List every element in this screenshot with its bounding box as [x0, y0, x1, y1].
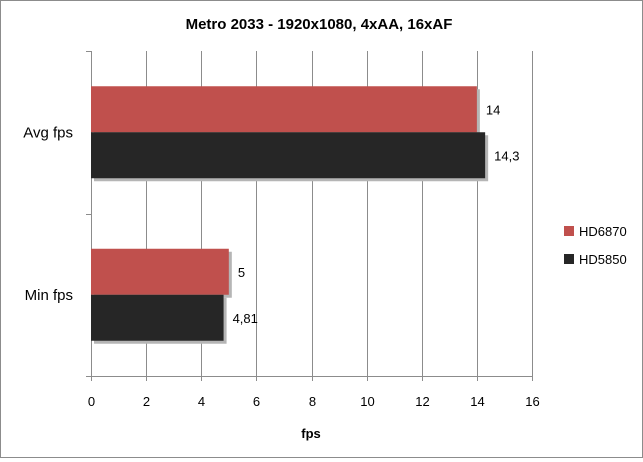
data-label-1-1: 4,81 [233, 311, 258, 326]
x-tick-label-8: 16 [525, 394, 539, 409]
legend-swatch-1 [564, 254, 574, 264]
bar-hd6870-0 [91, 86, 477, 133]
x-tick-label-6: 12 [415, 394, 429, 409]
data-label-1-0: 14,3 [494, 148, 519, 163]
x-tick-label-1: 2 [143, 394, 150, 409]
data-label-0-0: 14 [486, 102, 500, 117]
bar-hd5850-1 [91, 294, 224, 341]
category-label-0: Avg fps [23, 124, 73, 141]
x-tick-label-5: 10 [360, 394, 374, 409]
bar-hd6870-1 [91, 248, 229, 295]
data-label-0-1: 5 [238, 265, 245, 280]
x-tick-label-4: 8 [309, 394, 316, 409]
legend-swatch-0 [564, 226, 574, 236]
legend-label-0: HD6870 [579, 224, 627, 239]
chart-title: Metro 2033 - 1920x1080, 4xAA, 16xAF [186, 16, 453, 33]
category-label-1: Min fps [25, 287, 73, 304]
x-axis-title: fps [301, 426, 321, 441]
data-labels: 14 14,3 5 4,81 [233, 102, 520, 326]
x-tick-label-2: 4 [198, 394, 205, 409]
x-tick-label-0: 0 [88, 394, 95, 409]
legend: HD6870 HD5850 [564, 224, 627, 267]
bars [91, 86, 489, 344]
bar-hd5850-0 [91, 132, 486, 179]
x-tick-label-3: 6 [253, 394, 260, 409]
x-tick-label-7: 14 [470, 394, 484, 409]
legend-label-1: HD5850 [579, 252, 627, 267]
